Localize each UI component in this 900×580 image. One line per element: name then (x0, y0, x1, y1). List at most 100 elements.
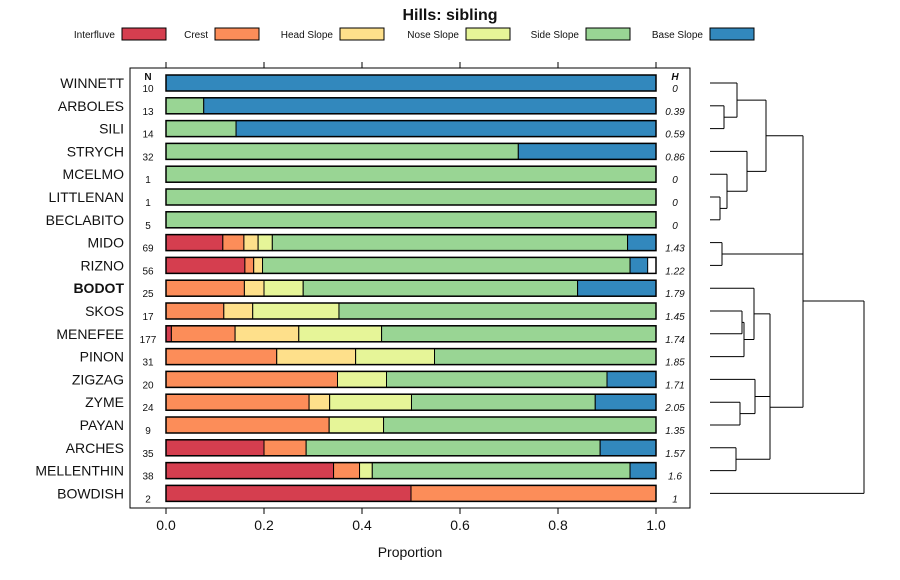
bar-segment (577, 279, 657, 297)
bar-segment (165, 279, 245, 297)
h-value: 0 (672, 84, 678, 95)
bar-segment (223, 302, 254, 320)
bar-outline (165, 233, 657, 252)
bar-segment (410, 393, 596, 411)
bar-outline (165, 97, 657, 115)
n-value: 10 (142, 84, 154, 95)
bar-outline (165, 416, 657, 434)
bar-segment (434, 348, 657, 366)
row-label: STRYCH (67, 143, 124, 159)
n-value: 17 (142, 312, 154, 323)
legend-swatch (709, 27, 755, 41)
bar-segment (252, 302, 340, 320)
row-label: LITTLENAN (49, 189, 124, 205)
bar-segment (359, 462, 373, 480)
bar-segment (329, 393, 412, 411)
bar-segment (355, 348, 436, 366)
bar-segment (222, 234, 245, 252)
bar-segment (383, 416, 657, 434)
legend-swatch (585, 27, 631, 41)
h-value: 1.6 (668, 472, 682, 483)
bar-segment (302, 279, 579, 297)
n-value: 25 (142, 289, 154, 300)
h-value: 1.35 (665, 426, 685, 437)
legend-swatch (121, 27, 167, 41)
row-label: ARCHES (66, 440, 124, 456)
bar-segment (165, 462, 335, 480)
bar-outline (165, 165, 657, 183)
h-value: 0 (672, 221, 678, 232)
row-label: WINNETT (60, 75, 124, 91)
bar-outline (165, 188, 657, 206)
h-value: 0.59 (665, 130, 685, 141)
bar-outline (165, 74, 657, 92)
row-label: BOWDISH (57, 485, 124, 501)
bar-segment (165, 416, 330, 434)
row-label: MCELMO (63, 166, 125, 182)
bar-segment (271, 234, 629, 252)
h-value: 0 (672, 198, 678, 209)
h-value: 1.74 (665, 335, 685, 346)
bar-outline (165, 484, 657, 503)
bar-segment (629, 256, 649, 274)
bar-segment (165, 188, 657, 206)
bar-outline (165, 461, 657, 480)
bar-segment (165, 370, 338, 388)
bar-segment (257, 234, 273, 252)
legend-label: Interfluve (74, 30, 116, 41)
bar-segment (338, 302, 657, 320)
bar-outline (165, 302, 657, 320)
n-value: 2 (145, 494, 151, 505)
n-value: 38 (142, 472, 154, 483)
h-value: 0.86 (665, 152, 685, 163)
row-label: SKOS (85, 303, 124, 319)
n-value: 5 (145, 221, 151, 232)
bar-segment (165, 74, 657, 92)
bar-outline (165, 347, 657, 366)
bar-segment (165, 484, 412, 502)
h-value: 1.79 (665, 289, 685, 300)
h-value: 2.05 (664, 403, 685, 414)
bar-segment (244, 256, 255, 274)
bar-segment (308, 393, 331, 411)
bar-segment (235, 120, 657, 138)
bar-segment (263, 279, 304, 297)
legend-label: Nose Slope (407, 30, 459, 41)
legend-swatch (214, 27, 260, 41)
bar-segment (305, 439, 601, 457)
bar-segment (165, 211, 657, 229)
n-value: 56 (142, 266, 154, 277)
h-value: 1 (672, 494, 678, 505)
n-value: 35 (142, 449, 154, 460)
row-label: PAYAN (80, 417, 124, 433)
n-value: 1 (145, 198, 151, 209)
bar-segment (234, 325, 300, 343)
n-value: 177 (140, 335, 157, 346)
n-value: 31 (142, 358, 154, 369)
row-label: BODOT (73, 280, 124, 296)
x-tick-label: 0.8 (548, 517, 568, 533)
bar-outline (165, 256, 657, 275)
row-label: MELLENTHIN (35, 463, 124, 479)
h-column-header: H (671, 72, 679, 83)
row-label: ZYME (85, 394, 124, 410)
n-value: 13 (142, 107, 154, 118)
bars-group (165, 74, 657, 503)
row-label: RIZNO (80, 257, 124, 273)
h-value: 1.22 (665, 266, 685, 277)
bar-outline (165, 325, 657, 343)
h-value: 0 (672, 175, 678, 186)
bar-segment (386, 370, 608, 388)
row-label: ARBOLES (58, 98, 124, 114)
n-value: 20 (142, 380, 154, 391)
bar-segment (262, 256, 631, 274)
bar-outline (165, 439, 657, 457)
h-value: 1.45 (665, 312, 685, 323)
bar-segment (381, 325, 657, 343)
bar-segment (165, 348, 278, 366)
bar-segment (594, 393, 657, 411)
bar-outline (165, 370, 657, 389)
legend-label: Crest (184, 30, 208, 41)
bar-segment (165, 439, 265, 457)
